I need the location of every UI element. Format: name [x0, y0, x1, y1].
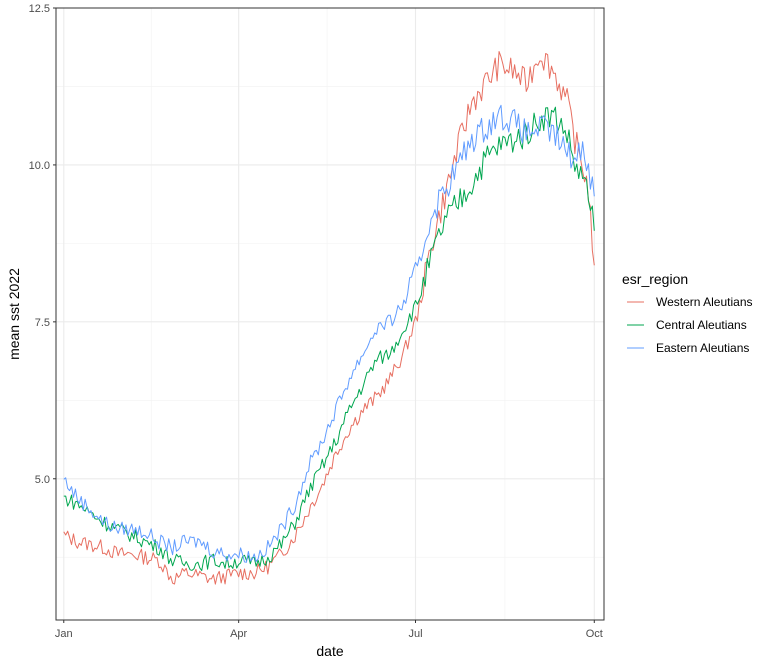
- legend-label: Eastern Aleutians: [656, 341, 749, 355]
- y-tick-label: 12.5: [29, 3, 50, 15]
- panel-border: [55, 7, 605, 621]
- grid-minor: [56, 8, 604, 620]
- legend-label: Western Aleutians: [656, 295, 753, 309]
- x-tick-label: Jul: [408, 628, 422, 640]
- x-tick-label: Apr: [230, 628, 247, 640]
- legend-label: Central Aleutians: [656, 318, 747, 332]
- legend-items: Western Aleutians Central Aleutians Easter…: [627, 295, 753, 355]
- y-tick-label: 5.0: [35, 474, 50, 486]
- y-axis: 5.0 7.5 10.0 12.5: [29, 3, 56, 486]
- x-tick-label: Jan: [55, 628, 73, 640]
- legend: esr_region Western Aleutians Central Aleu…: [622, 271, 753, 355]
- series-line-western-aleutians: [63, 50, 595, 585]
- y-axis-title: mean sst 2022: [6, 268, 22, 360]
- y-tick-label: 10.0: [29, 160, 50, 172]
- series-lines: [63, 50, 595, 585]
- x-axis: Jan Apr Jul Oct: [55, 620, 603, 640]
- legend-title: esr_region: [622, 271, 688, 287]
- series-line-central-aleutians: [63, 106, 595, 572]
- series-line-eastern-aleutians: [63, 104, 595, 563]
- y-tick-label: 7.5: [35, 317, 50, 329]
- x-axis-title: date: [316, 643, 343, 659]
- x-tick-label: Oct: [586, 628, 603, 640]
